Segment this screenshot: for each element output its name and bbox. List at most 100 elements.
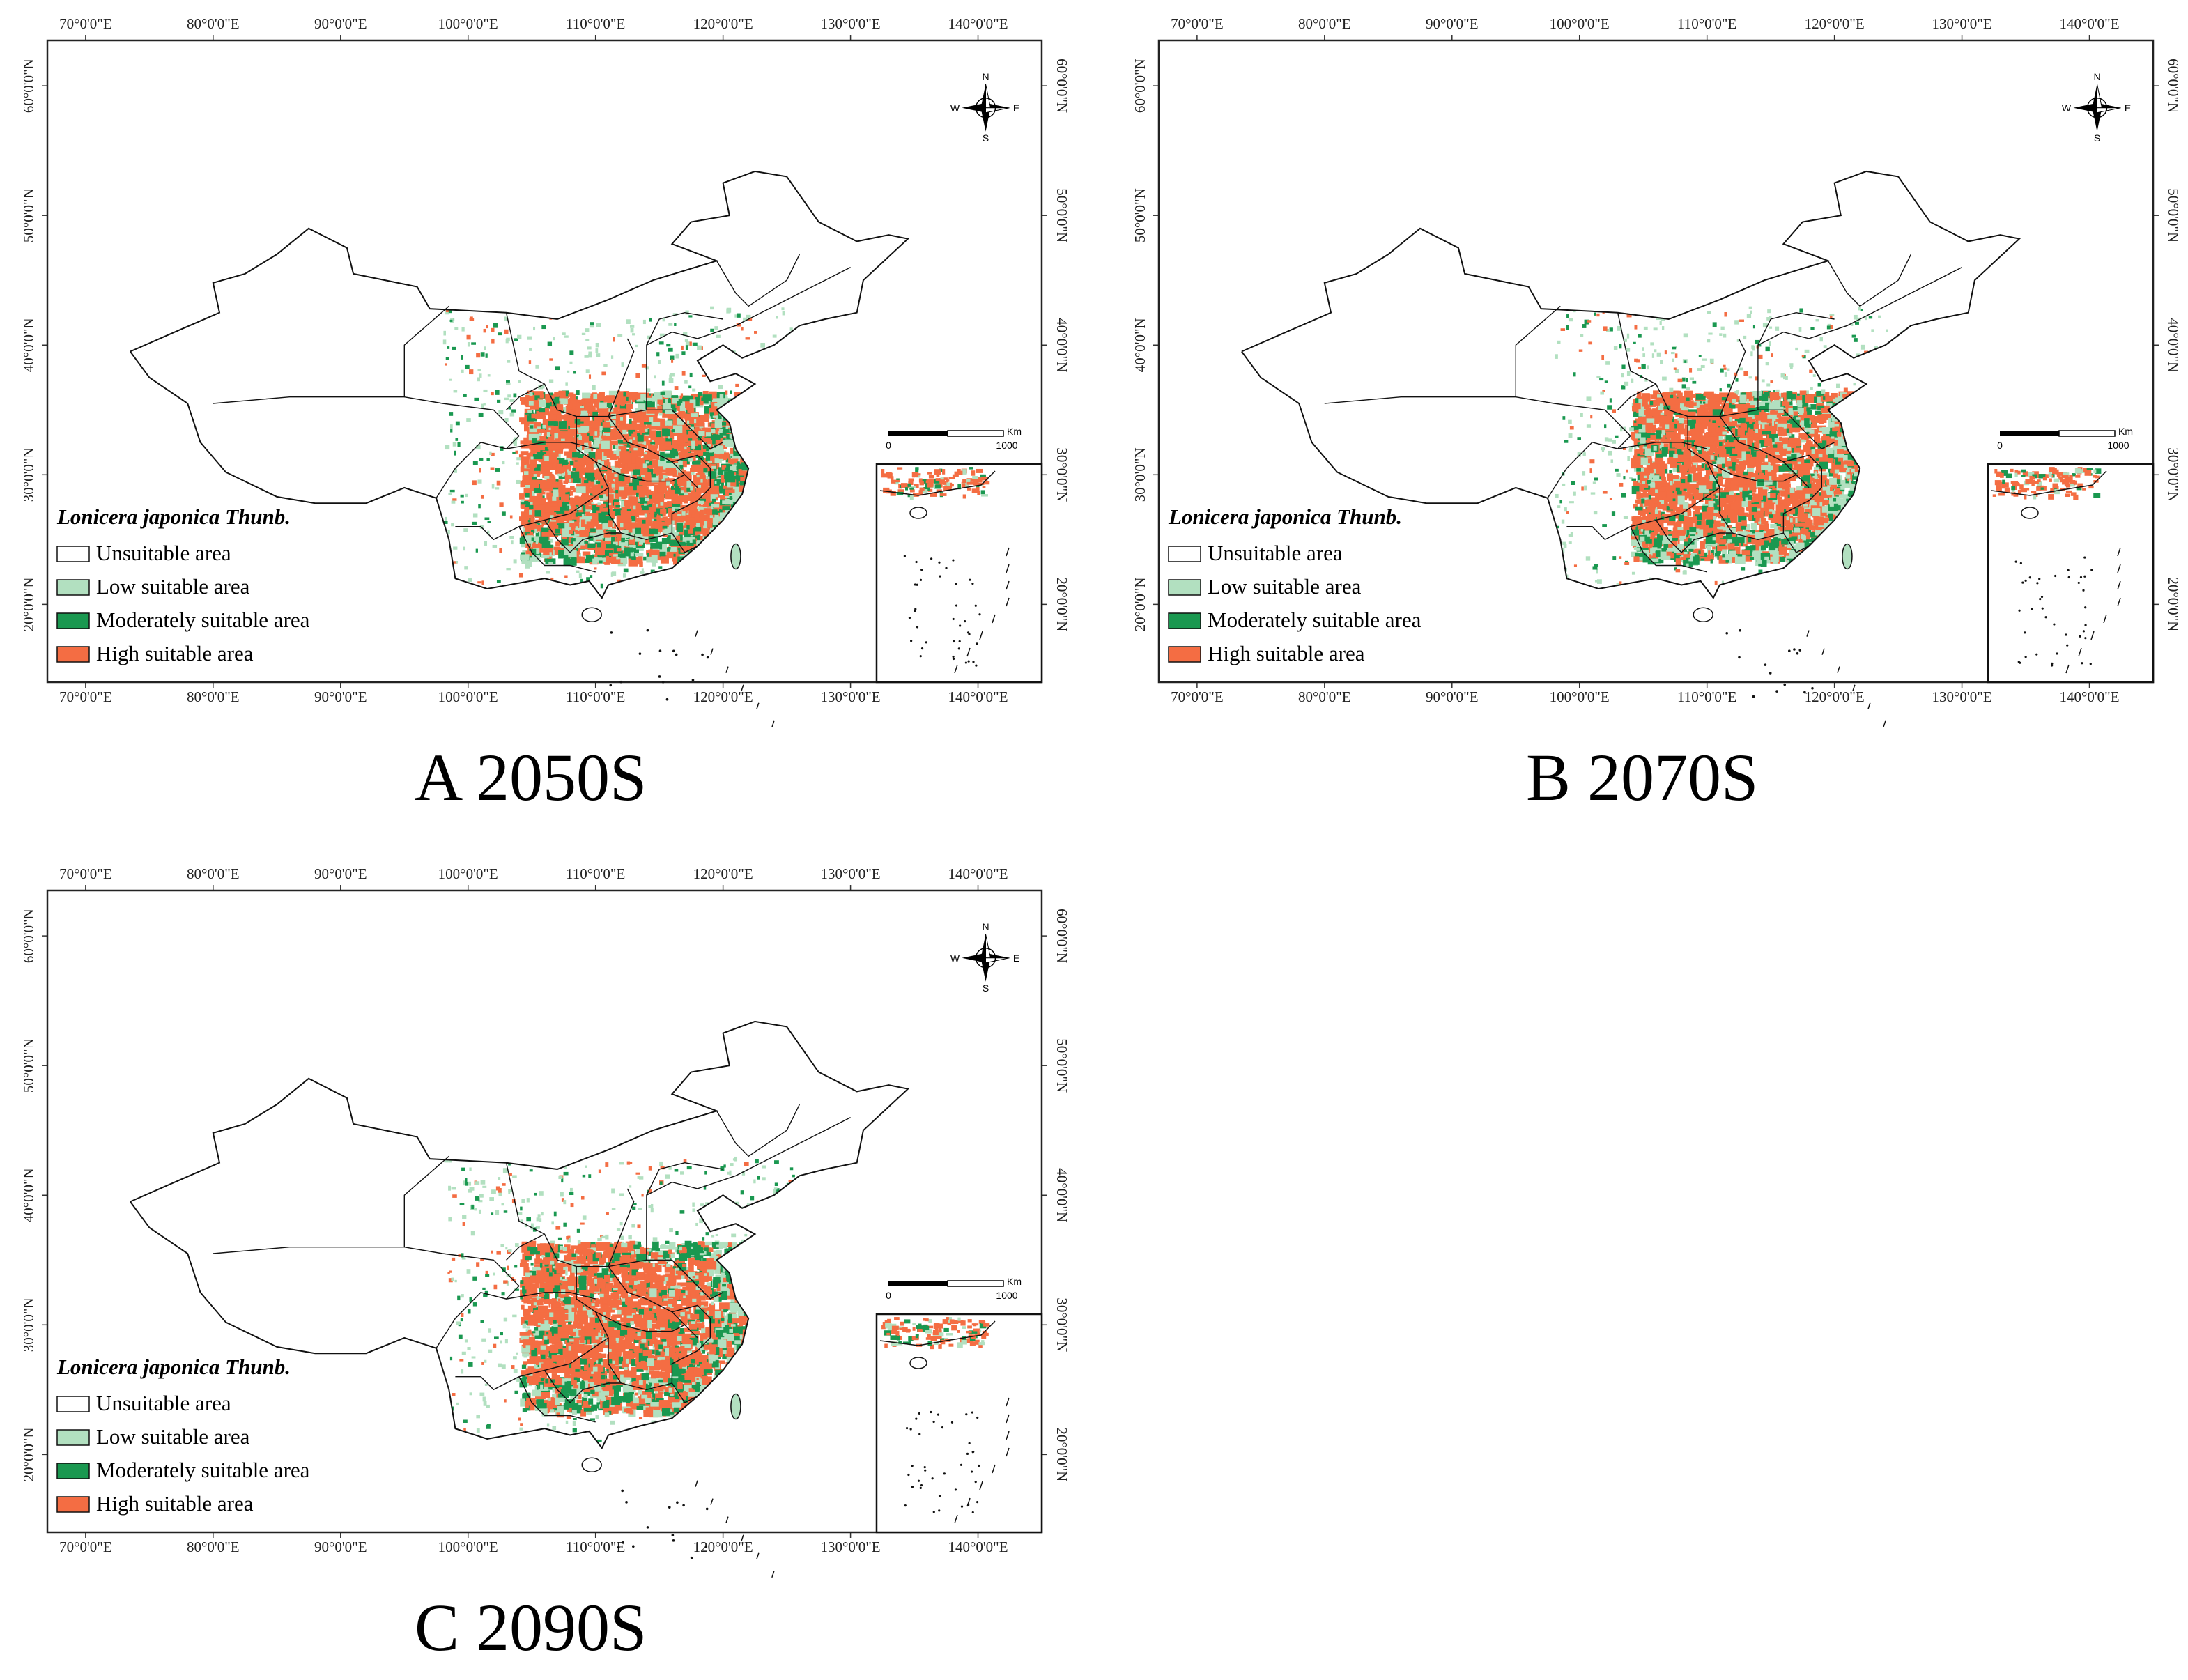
suitability-cell: [533, 326, 536, 331]
suitability-cell: [585, 328, 590, 332]
suitability-cell: [620, 523, 624, 528]
suitability-cell: [1682, 447, 1688, 451]
suitability-cell: [656, 352, 660, 357]
suitability-cell: [564, 414, 571, 421]
suitability-cell: [679, 516, 686, 521]
suitability-cell: [461, 327, 465, 332]
suitability-cell: [1759, 525, 1767, 533]
suitability-cell: [549, 474, 554, 479]
suitability-cell: [580, 578, 583, 583]
suitability-cell: [670, 455, 680, 464]
suitability-cell: [599, 402, 607, 409]
lon-label-bottom: 120°0'0"E: [1805, 688, 1865, 705]
suitability-cell: [668, 508, 676, 517]
suitability-cell: [530, 557, 538, 562]
suitability-cell: [686, 481, 692, 488]
suitability-cell: [1712, 549, 1717, 557]
suitability-cell: [711, 396, 721, 403]
suitability-cell: [729, 496, 733, 500]
suitability-cell: [639, 562, 643, 567]
suitability-cell: [1785, 522, 1792, 527]
suitability-cell: [561, 484, 566, 491]
suitability-cell: [557, 495, 564, 503]
suitability-cell: [603, 447, 610, 456]
inset-island-dot: [930, 557, 933, 560]
suitability-cell: [661, 537, 670, 544]
suitability-cell: [648, 494, 652, 499]
suitability-cell: [1734, 503, 1744, 510]
suitability-cell: [576, 478, 580, 481]
suitability-cell: [638, 403, 646, 412]
suitability-cell: [568, 394, 573, 396]
suitability-cell: [640, 537, 645, 543]
inset-cell: [890, 491, 896, 496]
suitability-cell: [588, 535, 594, 541]
suitability-cell: [675, 508, 679, 511]
suitability-cell: [700, 535, 703, 541]
suitability-cell: [463, 546, 466, 551]
suitability-cell: [1641, 413, 1647, 421]
suitability-cell: [562, 401, 567, 405]
suitability-cell: [550, 506, 560, 511]
inset-cell: [977, 491, 980, 495]
suitability-cell: [594, 415, 603, 423]
suitability-cell: [748, 318, 753, 321]
suitability-cell: [638, 468, 648, 475]
suitability-cell: [599, 392, 605, 399]
suitability-cell: [727, 479, 736, 483]
lon-label-top: 70°0'0"E: [1171, 15, 1224, 32]
suitability-cell: [565, 471, 573, 479]
suitability-cell: [526, 453, 535, 458]
province-border: [595, 461, 686, 482]
lat-label-left: 30°0'0"N: [20, 447, 37, 502]
suitability-cell: [1653, 481, 1662, 488]
suitability-cell: [617, 558, 624, 564]
suitability-cell: [730, 479, 737, 487]
suitability-cell: [553, 395, 560, 405]
lon-label-top: 90°0'0"E: [314, 15, 367, 32]
suitability-cell: [691, 472, 695, 475]
suitability-cell: [616, 557, 620, 560]
suitability-cell: [560, 438, 565, 441]
suitability-cell: [539, 504, 546, 514]
suitability-cell: [654, 467, 658, 476]
suitability-cell: [492, 544, 498, 548]
suitability-cell: [1748, 434, 1759, 441]
inset-island-dot: [959, 624, 962, 627]
suitability-cell: [452, 442, 457, 447]
inset-island-dot: [975, 664, 978, 667]
suitability-cell: [543, 548, 553, 555]
suitability-cell: [679, 452, 688, 458]
suitability-cell: [590, 460, 594, 465]
suitability-cell: [548, 435, 554, 443]
suitability-cell: [620, 555, 628, 563]
suitability-cell: [610, 413, 616, 419]
suitability-cell: [1815, 503, 1821, 511]
suitability-cell: [654, 543, 657, 547]
suitability-cell: [561, 536, 569, 546]
suitability-cell: [587, 543, 596, 548]
suitability-cell: [550, 525, 559, 531]
suitability-cell: [634, 513, 640, 518]
suitability-cell: [662, 545, 667, 551]
suitability-cell: [551, 483, 560, 488]
suitability-cell: [608, 520, 613, 527]
suitability-cell: [617, 553, 626, 558]
suitability-cell: [694, 448, 703, 456]
suitability-cell: [688, 493, 698, 501]
suitability-cell: [697, 345, 702, 350]
suitability-cell: [1688, 493, 1697, 501]
inset-cell: [910, 486, 916, 488]
suitability-cell: [585, 457, 594, 463]
suitability-cell: [1758, 468, 1768, 476]
nine-dash-segment: [756, 702, 760, 710]
suitability-cell: [736, 323, 741, 327]
suitability-cell: [570, 438, 580, 448]
suitability-cell: [544, 558, 555, 562]
inset-cell: [927, 472, 933, 475]
suitability-cell: [677, 511, 687, 518]
suitability-cell: [553, 337, 555, 341]
lon-label-top: 80°0'0"E: [1298, 15, 1351, 32]
scale-bar-segment: [947, 430, 1004, 437]
suitability-cell: [666, 454, 672, 462]
